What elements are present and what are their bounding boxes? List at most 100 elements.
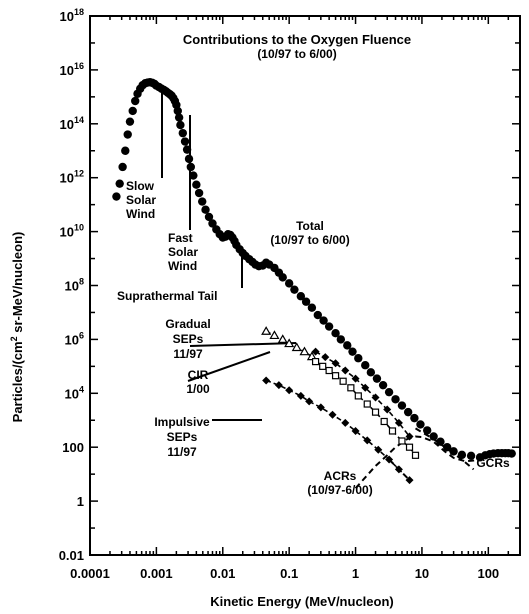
y-tick-label: 1012 [60, 169, 84, 186]
annotation-line: Impulsive [154, 415, 210, 429]
x-tick-label: 100 [477, 566, 499, 581]
annotation-line: Slow [126, 179, 155, 193]
series-gradual-seps [261, 326, 317, 361]
data-point [348, 347, 357, 356]
y-axis-label-main: Particles/(cm [10, 341, 25, 422]
data-point [301, 297, 311, 306]
series-cir-dashed [311, 347, 414, 441]
annotation-line: ACRs [324, 469, 357, 483]
x-tick-label: 10 [415, 566, 429, 581]
series-impulsive-seps [262, 376, 414, 485]
data-point [436, 437, 445, 446]
data-point [118, 162, 127, 172]
annotation-line: 1/00 [186, 382, 210, 396]
y-tick-label: 108 [65, 277, 84, 294]
x-tick-label: 0.001 [140, 566, 173, 581]
data-point [291, 342, 302, 352]
data-point [354, 354, 363, 363]
data-point [422, 426, 432, 435]
data-point [341, 418, 350, 427]
annotation-line: Total [296, 219, 324, 233]
x-tick-label: 0.1 [280, 566, 298, 581]
data-point [284, 338, 295, 348]
data-point [313, 310, 322, 320]
data-point [403, 407, 413, 417]
data-point [394, 418, 403, 427]
data-point [285, 386, 294, 395]
annotation-line: Suprathermal Tail [117, 289, 217, 303]
y-tick-label: 0.01 [59, 548, 84, 563]
data-point [363, 400, 371, 408]
data-point [405, 443, 414, 451]
x-axis-label: Kinetic Energy (MeV/nucleon) [210, 594, 393, 609]
data-point [125, 117, 135, 126]
data-point [180, 137, 190, 146]
data-point [339, 377, 347, 385]
data-point [325, 366, 333, 375]
leader-line [189, 342, 297, 347]
annotation-line: SEPs [173, 332, 204, 346]
annotation-suprathermal-tail: Suprathermal Tail [117, 289, 217, 303]
data-point [194, 188, 204, 198]
annotation-total: Total (10/97 to 6/00) [270, 219, 349, 247]
annotation-impulsive-seps: Impulsive SEPs 11/97 [154, 415, 210, 459]
y-tick-label: 1016 [60, 61, 84, 78]
curve-acrs [354, 435, 481, 489]
y-tick-label: 1014 [60, 115, 84, 132]
data-point [182, 145, 192, 154]
data-point [410, 413, 419, 423]
y-axis-label-exponent: 2 [9, 336, 19, 341]
axes: 0.0001 0.001 0.01 0.1 1 10 100 0.01 1 100 104 106 10… [59, 7, 521, 581]
x-tick-label: 0.01 [210, 566, 235, 581]
data-point [121, 146, 130, 155]
y-axis-label-rest: sr-MeV/nucleon) [10, 232, 25, 337]
data-point [277, 334, 288, 343]
plot-frame [89, 15, 521, 556]
annotation-line: 11/97 [173, 347, 203, 361]
annotation-line: Wind [168, 259, 197, 273]
data-point [331, 328, 340, 338]
data-point [316, 403, 325, 412]
x-tick-label: 1 [352, 566, 359, 581]
x-tick-label: 0.0001 [70, 566, 110, 581]
data-point [178, 128, 188, 138]
data-point [299, 346, 310, 356]
series-gcrs [475, 448, 516, 462]
annotation-line: CIR [188, 368, 209, 382]
data-point [449, 447, 458, 456]
annotation-gcrs: GCRs [476, 456, 510, 470]
data-point [336, 335, 346, 344]
annotation-line: Solar [168, 245, 198, 259]
data-point [261, 326, 272, 335]
data-point [328, 410, 337, 419]
annotation-line: Solar [126, 193, 156, 207]
data-point [284, 279, 294, 288]
data-point [341, 366, 350, 375]
y-tick-label: 100 [62, 440, 84, 455]
y-tick-label: 1018 [60, 7, 84, 24]
annotation-cir: CIR 1/00 [186, 368, 210, 396]
data-point [391, 395, 400, 404]
data-point [131, 96, 140, 106]
annotation-acrs: ACRs (10/97-6/00) [307, 469, 372, 497]
annotation-gradual-seps: Gradual SEPs 11/97 [165, 317, 210, 361]
data-point [371, 408, 380, 416]
annotation-line: (10/97 to 6/00) [270, 233, 349, 247]
series-cir-dashed-line [315, 351, 411, 437]
data-point [361, 383, 370, 392]
data-point [324, 322, 334, 331]
data-point [331, 359, 340, 368]
annotation-leader-lines [161, 90, 297, 421]
y-tick-label: 1010 [60, 223, 84, 240]
data-point [380, 417, 388, 426]
data-point [429, 432, 438, 441]
data-point [374, 445, 383, 454]
data-point [351, 426, 360, 435]
data-point [296, 292, 306, 301]
data-point [198, 197, 207, 206]
chart-subtitle: (10/97 to 6/00) [257, 47, 336, 61]
data-point [262, 376, 271, 385]
data-point [174, 113, 184, 122]
annotation-line: Wind [126, 207, 155, 221]
